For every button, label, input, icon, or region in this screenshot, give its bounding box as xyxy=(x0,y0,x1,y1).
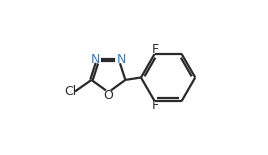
Text: F: F xyxy=(152,43,159,56)
Text: F: F xyxy=(152,99,159,112)
Text: N: N xyxy=(117,53,126,66)
Text: N: N xyxy=(91,53,100,66)
Text: Cl: Cl xyxy=(65,85,77,98)
Text: O: O xyxy=(103,89,113,102)
